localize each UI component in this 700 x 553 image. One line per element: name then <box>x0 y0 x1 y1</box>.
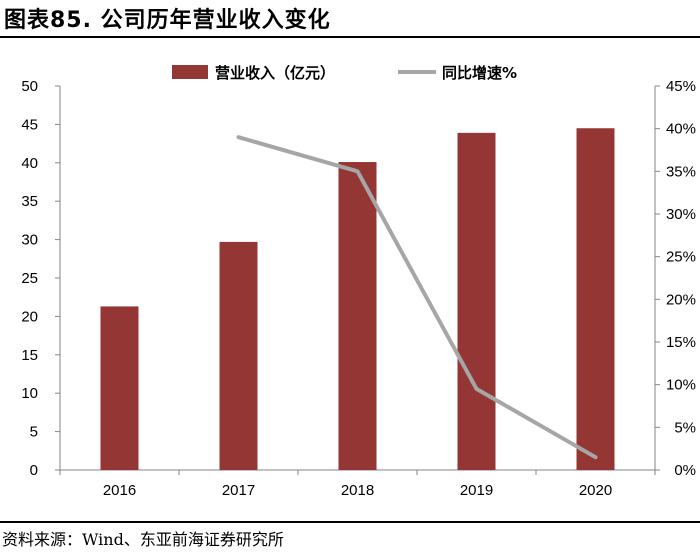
revenue-bar <box>100 306 139 470</box>
y-right-tick-label: 35% <box>666 163 696 180</box>
growth-rate-point <box>475 387 478 391</box>
revenue-chart: 0 5 10 15 20 25 30 35 40 45 50 0% 5% 10% 15% 20% 25% 30% 3… <box>21 64 696 499</box>
y-left-tick-label: 35 <box>21 193 38 210</box>
source-divider <box>0 521 700 523</box>
y-left-tick-label: 30 <box>21 232 38 249</box>
growth-rate-point <box>356 169 359 173</box>
y-right-tick-label: 20% <box>666 291 696 308</box>
x-tick-label: 2016 <box>103 482 136 499</box>
source-note: 资料来源：Wind、东亚前海证券研究所 <box>2 530 284 549</box>
x-tick-label: 2017 <box>222 482 255 499</box>
growth-rate-point <box>237 135 240 139</box>
revenue-bar <box>576 128 615 470</box>
y-right-tick-label: 40% <box>666 121 696 138</box>
y-right-tick-label: 25% <box>666 249 696 266</box>
y-left-tick-label: 0 <box>30 462 38 479</box>
y-left-tick-label: 50 <box>21 78 38 95</box>
y-right-tick-label: 0% <box>674 462 696 479</box>
y-left-tick-label: 40 <box>21 155 38 172</box>
revenue-bar <box>219 241 258 470</box>
legend-label-revenue: 营业收入（亿元） <box>215 64 335 82</box>
chart-title: 图表85. 公司历年营业收入变化 <box>4 8 331 33</box>
y-right-tick-label: 30% <box>666 206 696 223</box>
revenue-bar <box>457 132 496 470</box>
x-tick-label: 2019 <box>460 482 493 499</box>
y-right-tick-label: 5% <box>674 419 696 436</box>
revenue-bar <box>338 162 377 471</box>
legend-label-growth: 同比增速% <box>442 64 517 82</box>
y-right-tick-label: 15% <box>666 334 696 351</box>
x-tick-label: 2020 <box>579 482 612 499</box>
y-left-tick-label: 20 <box>21 308 38 325</box>
legend-swatch-revenue <box>172 65 208 79</box>
growth-rate-line <box>236 135 598 460</box>
y-right-tick-label: 45% <box>666 78 696 95</box>
y-left-tick-label: 25 <box>21 270 38 287</box>
y-left-tick-label: 10 <box>21 385 38 402</box>
y-left-tick-label: 15 <box>21 347 38 364</box>
growth-rate-point <box>594 455 597 459</box>
y-left-tick-label: 45 <box>21 116 38 133</box>
title-divider <box>0 36 700 38</box>
y-right-tick-label: 10% <box>666 377 696 394</box>
x-tick-label: 2018 <box>341 482 374 499</box>
y-left-tick-label: 5 <box>30 424 38 441</box>
